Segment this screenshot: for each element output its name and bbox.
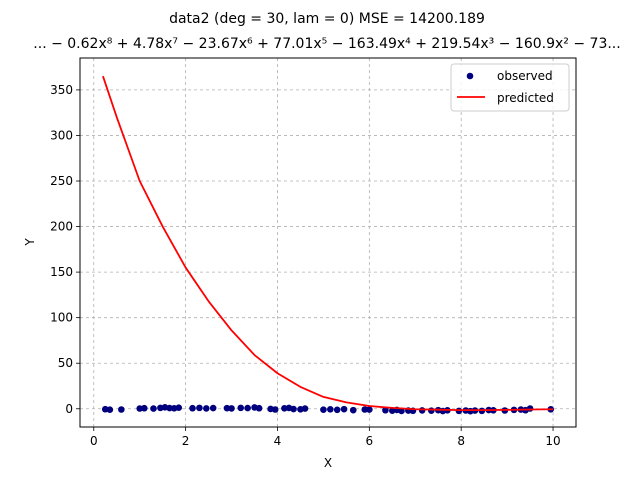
observed-point [237, 404, 245, 412]
grid-layer [80, 58, 576, 427]
x-tick-label: 6 [366, 434, 374, 448]
observed-point [175, 404, 183, 411]
observed-point [333, 406, 341, 414]
observed-point [189, 404, 196, 412]
axes-frame [79, 57, 577, 428]
legend: observed predicted [450, 63, 570, 112]
chart-title: data2 (deg = 30, lam = 0) MSE = 14200.18… [169, 11, 485, 27]
observed-point [106, 406, 114, 413]
predicted-line [102, 75, 554, 412]
observed-point [428, 407, 435, 414]
observed-point [196, 404, 203, 412]
y-tick-label: 250 [50, 174, 73, 188]
observed-point [228, 405, 235, 412]
plot-layer [101, 75, 555, 415]
y-tick-label: 200 [50, 220, 73, 234]
observed-point [140, 404, 148, 412]
observed-point [202, 405, 210, 412]
observed-point [209, 404, 217, 412]
observed-point [340, 405, 348, 413]
observed-point [361, 406, 369, 413]
observed-point [326, 406, 334, 413]
y-tick-label: 350 [50, 83, 73, 97]
observed-point [382, 406, 389, 414]
legend-observed-marker [466, 72, 474, 80]
legend-box [450, 63, 570, 112]
observed-point [244, 404, 251, 412]
y-tick-label: 150 [50, 265, 73, 279]
y-tick-label: 50 [58, 356, 73, 370]
y-axis-label: Y [23, 238, 37, 247]
observed-point [301, 405, 309, 412]
observed-point [418, 407, 426, 414]
observed-point [271, 406, 279, 413]
observed-point [255, 404, 263, 412]
legend-observed-label: observed [497, 69, 553, 83]
x-tick-label: 8 [457, 434, 465, 448]
observed-point [290, 405, 297, 413]
observed-point [526, 405, 534, 412]
observed-point [150, 405, 157, 412]
chart-subtitle-equation: ... − 0.62x⁸ + 4.78x⁷ − 23.67x⁶ + 77.01x… [33, 36, 620, 52]
y-tick-label: 100 [50, 311, 73, 325]
x-tick-label: 0 [90, 434, 98, 448]
x-tick-label: 4 [274, 434, 282, 448]
y-tick-label: 300 [50, 128, 73, 142]
x-tick-label: 2 [182, 434, 190, 448]
x-tick-label: 10 [545, 434, 560, 448]
observed-point [118, 406, 125, 413]
observed-point [320, 406, 327, 413]
observed-point [366, 406, 373, 413]
x-axis-label: X [324, 456, 332, 470]
observed-point [349, 406, 357, 414]
y-tick-label: 0 [65, 402, 73, 416]
legend-predicted-label: predicted [497, 91, 554, 105]
